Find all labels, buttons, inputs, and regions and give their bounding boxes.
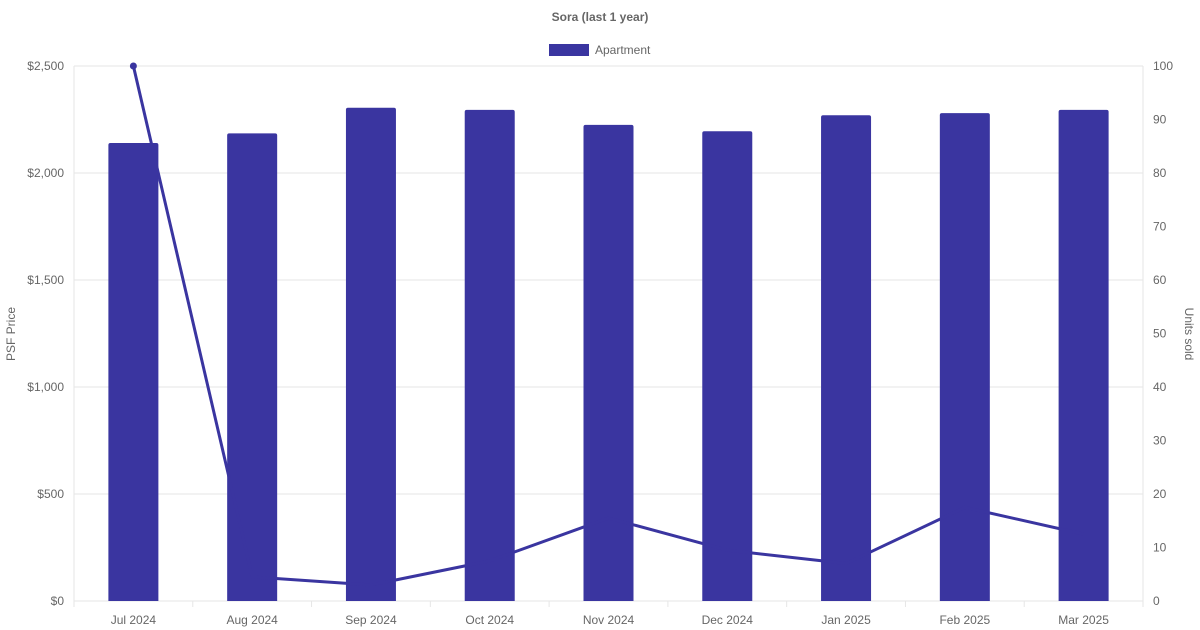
right-tick-label: 80 (1153, 166, 1167, 180)
right-tick-label: 100 (1153, 59, 1173, 73)
bar-feb-2025[interactable] (939, 113, 990, 601)
x-tick-label: Aug 2024 (226, 613, 278, 627)
x-tick-label: Dec 2024 (702, 613, 754, 627)
left-tick-label: $1,500 (27, 273, 64, 287)
left-tick-label: $1,000 (27, 380, 64, 394)
line-series (129, 62, 1084, 587)
right-axis: 0 10 20 30 40 50 60 70 80 90 100 (1153, 59, 1173, 608)
bar-aug-2024[interactable] (227, 133, 278, 601)
left-tick-label: $2,500 (27, 59, 64, 73)
x-tick-label: Mar 2025 (1058, 613, 1109, 627)
left-tick-label: $0 (51, 594, 65, 608)
right-tick-label: 10 (1153, 541, 1167, 555)
line-point-jul-2024[interactable] (129, 62, 137, 70)
right-tick-label: 30 (1153, 434, 1167, 448)
legend-label-apartment[interactable]: Apartment (595, 43, 651, 57)
x-tick-label: Jan 2025 (821, 613, 871, 627)
x-tick-label: Jul 2024 (111, 613, 157, 627)
left-tick-label: $2,000 (27, 166, 64, 180)
bar-jul-2024[interactable] (108, 143, 159, 602)
x-tick-label: Sep 2024 (345, 613, 397, 627)
bar-series (108, 107, 1109, 602)
bar-sep-2024[interactable] (345, 107, 396, 601)
right-tick-label: 90 (1153, 113, 1167, 127)
bar-dec-2024[interactable] (702, 131, 753, 601)
bar-jan-2025[interactable] (821, 115, 872, 601)
x-tick-label: Nov 2024 (583, 613, 635, 627)
bar-oct-2024[interactable] (464, 109, 515, 602)
right-tick-label: 50 (1153, 327, 1167, 341)
left-tick-label: $500 (37, 487, 64, 501)
x-axis: Jul 2024 Aug 2024 Sep 2024 Oct 2024 Nov 2024… (111, 613, 1110, 627)
chart-title: Sora (last 1 year) (552, 10, 649, 24)
right-tick-label: 20 (1153, 487, 1167, 501)
units-sold-line[interactable] (131, 65, 1084, 587)
x-tick-label: Oct 2024 (465, 613, 514, 627)
right-axis-title: Units sold (1182, 308, 1196, 361)
bar-nov-2024[interactable] (583, 124, 634, 601)
x-tick-label: Feb 2025 (939, 613, 990, 627)
bar-mar-2025[interactable] (1058, 109, 1109, 602)
legend[interactable]: Apartment (549, 43, 651, 57)
right-tick-label: 70 (1153, 220, 1167, 234)
legend-swatch-apartment[interactable] (549, 44, 589, 56)
right-tick-label: 60 (1153, 273, 1167, 287)
left-axis-title: PSF Price (4, 307, 18, 361)
right-tick-label: 0 (1153, 594, 1160, 608)
left-axis: $0 $500 $1,000 $1,500 $2,000 $2,500 (27, 59, 64, 608)
right-tick-label: 40 (1153, 380, 1167, 394)
